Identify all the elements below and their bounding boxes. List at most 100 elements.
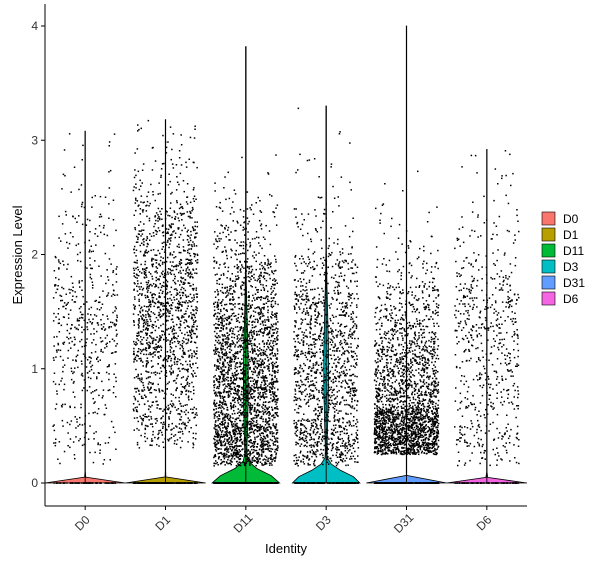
- data-point: [90, 482, 92, 484]
- data-point: [248, 308, 250, 310]
- data-point: [243, 394, 246, 396]
- data-point: [190, 301, 192, 303]
- data-point: [101, 328, 103, 330]
- data-point: [164, 324, 167, 326]
- data-point: [257, 296, 259, 299]
- data-point: [147, 482, 149, 484]
- data-point: [242, 395, 245, 397]
- data-point: [270, 454, 273, 456]
- data-point: [67, 263, 69, 266]
- data-point: [236, 445, 238, 448]
- data-point: [147, 387, 149, 389]
- data-point: [180, 206, 182, 209]
- data-point: [259, 438, 262, 441]
- data-point: [235, 449, 237, 451]
- data-point: [270, 345, 272, 348]
- data-point: [253, 410, 255, 413]
- data-point: [69, 423, 71, 426]
- data-point: [216, 306, 218, 309]
- data-point: [160, 370, 163, 373]
- data-point: [230, 343, 232, 345]
- data-point: [247, 231, 249, 233]
- data-point: [248, 295, 250, 297]
- data-point: [78, 324, 80, 326]
- data-point: [229, 441, 231, 443]
- data-point: [178, 427, 181, 429]
- data-point: [170, 233, 173, 236]
- data-point: [214, 351, 217, 353]
- data-point: [142, 315, 145, 317]
- data-point: [58, 383, 60, 386]
- data-point: [182, 351, 185, 354]
- data-point: [76, 221, 78, 223]
- data-point: [260, 436, 262, 439]
- data-point: [257, 457, 259, 459]
- data-point: [190, 261, 192, 263]
- data-point: [246, 368, 249, 370]
- data-point: [180, 405, 182, 407]
- data-point: [230, 367, 232, 370]
- data-point: [63, 316, 65, 319]
- data-point: [94, 451, 96, 454]
- data-point: [225, 327, 228, 330]
- data-point: [265, 386, 267, 388]
- data-point: [251, 406, 254, 409]
- data-point: [267, 305, 269, 308]
- data-point: [253, 441, 255, 444]
- data-point: [80, 338, 83, 341]
- data-point: [229, 277, 232, 280]
- data-point: [58, 441, 61, 443]
- data-point: [173, 296, 175, 299]
- data-point: [162, 308, 165, 311]
- data-point: [252, 362, 255, 364]
- data-point: [230, 364, 232, 366]
- data-point: [182, 213, 184, 215]
- data-point: [255, 421, 258, 424]
- data-point: [184, 426, 187, 429]
- data-point: [236, 450, 239, 452]
- data-point: [240, 438, 242, 441]
- data-point: [236, 266, 239, 269]
- data-point: [267, 366, 270, 368]
- data-point: [257, 196, 259, 199]
- data-point: [151, 263, 153, 266]
- data-point: [246, 266, 249, 269]
- data-point: [193, 195, 196, 197]
- data-point: [230, 403, 232, 405]
- data-point: [224, 266, 226, 268]
- data-point: [113, 340, 116, 342]
- data-point: [237, 453, 239, 456]
- data-point: [218, 385, 221, 388]
- data-point: [177, 228, 180, 230]
- data-point: [269, 327, 272, 330]
- data-point: [103, 413, 105, 416]
- data-point: [152, 296, 155, 299]
- data-point: [144, 296, 147, 299]
- data-point: [172, 394, 174, 396]
- data-point: [268, 363, 270, 365]
- data-point: [79, 317, 81, 319]
- data-point: [217, 458, 220, 460]
- data-point: [231, 340, 234, 342]
- data-point: [96, 377, 98, 380]
- data-point: [237, 389, 239, 391]
- data-point: [191, 244, 193, 246]
- data-point: [261, 438, 264, 440]
- data-point: [153, 313, 156, 316]
- data-point: [188, 399, 190, 401]
- data-point: [221, 357, 224, 359]
- data-point: [246, 457, 249, 460]
- data-point: [142, 314, 144, 316]
- data-point: [72, 441, 75, 443]
- data-point: [222, 362, 224, 365]
- data-point: [113, 244, 115, 247]
- data-point: [248, 397, 251, 399]
- data-point: [271, 455, 273, 457]
- data-point: [92, 397, 94, 400]
- data-point: [262, 435, 265, 438]
- data-point: [238, 449, 240, 451]
- data-point: [195, 353, 198, 355]
- data-point: [78, 482, 81, 484]
- data-point: [158, 295, 161, 297]
- data-point: [226, 446, 228, 448]
